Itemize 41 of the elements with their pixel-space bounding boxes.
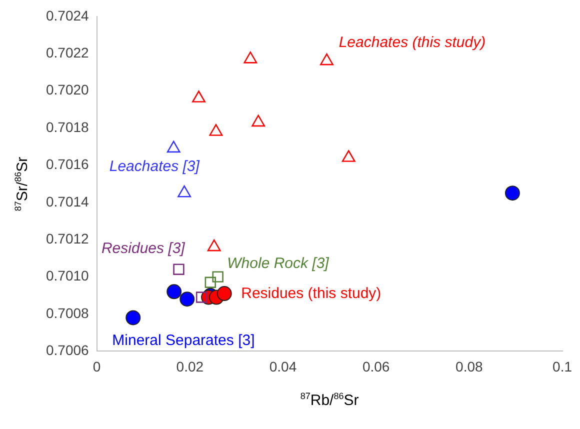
series-label: Leachates [3]	[109, 158, 200, 176]
series-label: Residues [3]	[101, 240, 185, 258]
series-label: Leachates (this study)	[338, 34, 486, 52]
series-label: Mineral Separates [3]	[112, 332, 255, 350]
y-tick-label: 0.7014	[46, 193, 90, 210]
x-tick-label: 0.1	[552, 358, 572, 374]
y-tick-label: 0.7024	[46, 7, 90, 24]
x-tick-label: 0.04	[269, 358, 297, 374]
y-tick-label: 0.7012	[46, 230, 90, 246]
point	[216, 286, 232, 302]
point	[212, 271, 224, 282]
y-tick-label: 0.7016	[46, 156, 90, 172]
y-tick-label: 0.7022	[46, 44, 90, 60]
y-tick-label: 0.7018	[46, 118, 90, 135]
point	[207, 239, 221, 252]
x-axis-title: $^{87}$Rb/$^{86}$Sr	[300, 391, 359, 410]
point	[192, 90, 206, 102]
point	[166, 284, 182, 300]
y-tick-label: 0.7010	[46, 268, 90, 284]
x-tick-label: 0.08	[456, 358, 484, 374]
series-label: Residues (this study)	[241, 285, 382, 302]
point	[342, 150, 356, 162]
point	[178, 185, 192, 198]
point	[173, 264, 184, 275]
y-tick-label: 0.7006	[46, 342, 90, 358]
point	[504, 186, 520, 201]
x-tick-label: 0.02	[176, 358, 204, 374]
x-tick-label: 0.06	[362, 358, 390, 374]
point	[209, 124, 223, 136]
point	[320, 53, 334, 66]
y-tick-label: 0.7020	[46, 82, 90, 98]
point	[166, 140, 180, 153]
point	[244, 52, 258, 64]
point	[252, 114, 266, 127]
point	[196, 292, 208, 303]
y-tick-label: 0.7008	[46, 304, 90, 321]
point	[204, 276, 216, 288]
point	[180, 292, 195, 307]
series-label: Whole Rock [3]	[227, 255, 329, 272]
x-tick-label: 0	[92, 358, 101, 374]
point	[126, 310, 141, 326]
